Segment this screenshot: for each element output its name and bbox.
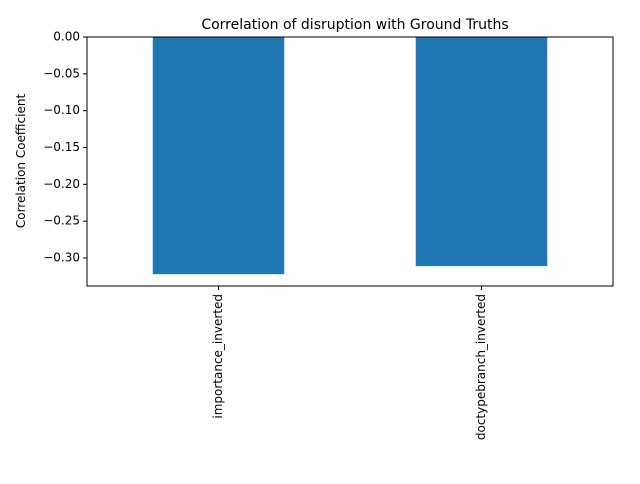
x-tick-label: doctypebranch_inverted	[474, 294, 488, 440]
y-tick-label: −0.10	[43, 103, 80, 117]
bar-importance_inverted	[152, 37, 285, 275]
y-tick-label: −0.20	[43, 177, 80, 191]
y-tick-label: −0.15	[43, 140, 80, 154]
chart-title: Correlation of disruption with Ground Tr…	[201, 17, 508, 33]
y-axis-label: Correlation Coefficient	[14, 94, 28, 229]
x-tick-label: importance_inverted	[211, 294, 225, 419]
y-axis-ticks: 0.00 −0.05 −0.10 −0.15 −0.20 −0.25 −0.30	[43, 30, 87, 265]
y-tick-label: −0.05	[43, 66, 80, 80]
x-axis-ticks: importance_inverted doctypebranch_inverte…	[211, 286, 488, 440]
plot-frame	[86, 36, 614, 287]
bar-doctypebranch_inverted	[415, 37, 548, 267]
y-tick-label: 0.00	[53, 30, 80, 44]
bars-group	[152, 37, 548, 275]
y-tick-label: −0.25	[43, 214, 80, 228]
y-tick-label: −0.30	[43, 251, 80, 265]
